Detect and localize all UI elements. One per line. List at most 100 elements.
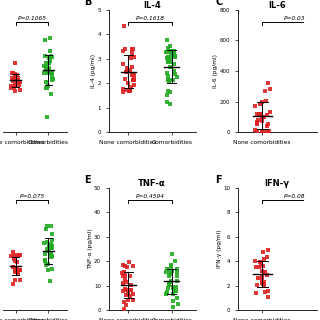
Point	[49, 224, 54, 229]
Text: P=0.1065: P=0.1065	[18, 16, 47, 21]
Point	[174, 270, 180, 275]
Point	[169, 49, 174, 54]
Point	[12, 253, 17, 258]
Point	[44, 262, 49, 268]
Point	[18, 88, 23, 93]
Point	[169, 262, 174, 267]
Point	[128, 273, 133, 278]
Point	[122, 24, 127, 29]
Point	[12, 83, 18, 88]
Point	[50, 69, 55, 74]
Point	[49, 242, 54, 247]
Point	[13, 278, 18, 283]
Point	[14, 253, 19, 258]
Point	[265, 112, 270, 117]
Point	[259, 100, 264, 105]
Point	[174, 75, 180, 80]
Point	[50, 77, 55, 82]
Point	[128, 293, 133, 298]
Point	[260, 115, 265, 120]
Point	[50, 267, 55, 272]
Point	[47, 56, 52, 61]
Point	[11, 250, 16, 255]
Point	[165, 267, 170, 272]
Point	[45, 70, 50, 75]
Point	[266, 288, 271, 293]
Point	[168, 78, 173, 83]
Point	[253, 290, 259, 295]
Point	[49, 54, 54, 59]
Point	[16, 253, 21, 258]
Point	[172, 50, 177, 55]
Point	[264, 98, 269, 103]
Point	[266, 121, 271, 126]
Point	[254, 121, 260, 126]
Point	[259, 278, 264, 283]
Point	[261, 280, 267, 285]
Point	[48, 255, 53, 260]
Point	[127, 68, 132, 73]
Point	[168, 279, 173, 284]
Point	[261, 284, 266, 289]
Point	[170, 286, 175, 291]
Point	[253, 264, 259, 269]
Point	[12, 75, 17, 80]
Point	[123, 276, 128, 281]
Point	[129, 283, 134, 288]
Point	[47, 65, 52, 70]
Point	[18, 278, 23, 283]
Point	[18, 252, 23, 258]
Point	[12, 267, 17, 272]
Point	[261, 129, 266, 134]
Point	[123, 263, 128, 268]
Point	[266, 295, 271, 300]
Point	[41, 70, 46, 75]
Point	[131, 78, 136, 83]
Point	[166, 55, 171, 60]
Point	[13, 89, 18, 94]
Point	[49, 70, 54, 75]
Point	[254, 120, 260, 125]
Point	[49, 253, 54, 259]
Point	[132, 54, 137, 59]
Point	[129, 50, 134, 55]
Point	[260, 269, 265, 274]
Point	[258, 111, 263, 116]
Point	[254, 111, 260, 116]
Point	[166, 273, 171, 278]
Point	[124, 280, 129, 285]
Point	[266, 129, 271, 134]
Point	[44, 227, 49, 232]
Point	[49, 238, 54, 243]
Point	[10, 78, 15, 83]
Point	[260, 282, 266, 287]
Point	[175, 267, 180, 272]
Text: P=0.08: P=0.08	[284, 194, 306, 199]
Point	[127, 87, 132, 92]
Point	[175, 278, 180, 284]
Text: P=0.075: P=0.075	[20, 194, 45, 199]
Point	[252, 104, 258, 109]
Point	[260, 275, 265, 280]
Point	[167, 48, 172, 53]
Point	[49, 246, 54, 251]
Point	[174, 274, 179, 279]
Point	[126, 80, 131, 85]
Point	[167, 78, 172, 83]
Point	[43, 86, 48, 91]
Point	[45, 83, 50, 88]
Point	[123, 302, 128, 307]
Point	[9, 70, 14, 75]
Point	[121, 273, 126, 278]
Point	[267, 109, 272, 114]
Point	[121, 263, 126, 268]
Point	[170, 268, 175, 274]
Point	[172, 288, 177, 293]
Point	[165, 100, 170, 105]
Point	[123, 76, 128, 82]
Point	[12, 74, 17, 79]
Point	[47, 59, 52, 64]
Point	[130, 297, 135, 302]
Point	[164, 92, 170, 98]
Point	[264, 254, 269, 260]
